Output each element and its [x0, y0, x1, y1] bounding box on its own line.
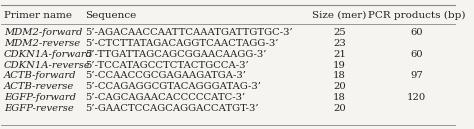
Text: MDM2-reverse: MDM2-reverse [4, 39, 80, 48]
Text: EGFP-forward: EGFP-forward [4, 93, 76, 102]
Text: Sequence: Sequence [85, 11, 137, 20]
Text: 5’-TTGATTAGCAGCGGAACAAGG-3’: 5’-TTGATTAGCAGCGGAACAAGG-3’ [85, 50, 267, 59]
Text: ACTB-forward: ACTB-forward [4, 71, 76, 80]
Text: EGFP-reverse: EGFP-reverse [4, 104, 73, 112]
Text: 120: 120 [407, 93, 426, 102]
Text: Size (mer): Size (mer) [312, 11, 366, 20]
Text: 19: 19 [333, 61, 346, 70]
Text: 5’-AGACAACCAATTCAAATGATTGTGC-3’: 5’-AGACAACCAATTCAAATGATTGTGC-3’ [85, 28, 293, 37]
Text: 5’-CAGCAGAACACCCCCATC-3’: 5’-CAGCAGAACACCCCCATC-3’ [85, 93, 246, 102]
Text: MDM2-forward: MDM2-forward [4, 28, 82, 37]
Text: Primer name: Primer name [4, 11, 72, 20]
Text: 5’-TCCATAGCCTCTACTGCCA-3’: 5’-TCCATAGCCTCTACTGCCA-3’ [85, 61, 249, 70]
Text: 18: 18 [333, 71, 346, 80]
Text: 25: 25 [333, 28, 346, 37]
Text: 5’-CCAGAGGCGTACAGGGATAG-3’: 5’-CCAGAGGCGTACAGGGATAG-3’ [85, 82, 261, 91]
Text: 18: 18 [333, 93, 346, 102]
Text: 5’-GAACTCCAGCAGGACCATGT-3’: 5’-GAACTCCAGCAGGACCATGT-3’ [85, 104, 259, 112]
Text: 5’-CTCTTATAGACAGGTCAACTAGG-3’: 5’-CTCTTATAGACAGGTCAACTAGG-3’ [85, 39, 279, 48]
Text: PCR products (bp): PCR products (bp) [368, 11, 465, 20]
Text: ACTB-reverse: ACTB-reverse [4, 82, 74, 91]
Text: 23: 23 [333, 39, 346, 48]
Text: 60: 60 [410, 50, 423, 59]
Text: 20: 20 [333, 104, 346, 112]
Text: 5’-CCAACCGCGAGAAGATGA-3’: 5’-CCAACCGCGAGAAGATGA-3’ [85, 71, 246, 80]
Text: 60: 60 [410, 28, 423, 37]
Text: 97: 97 [410, 71, 423, 80]
Text: CDKN1A-reverse: CDKN1A-reverse [4, 61, 91, 70]
Text: CDKN1A-forward: CDKN1A-forward [4, 50, 92, 59]
Text: 21: 21 [333, 50, 346, 59]
Text: 20: 20 [333, 82, 346, 91]
